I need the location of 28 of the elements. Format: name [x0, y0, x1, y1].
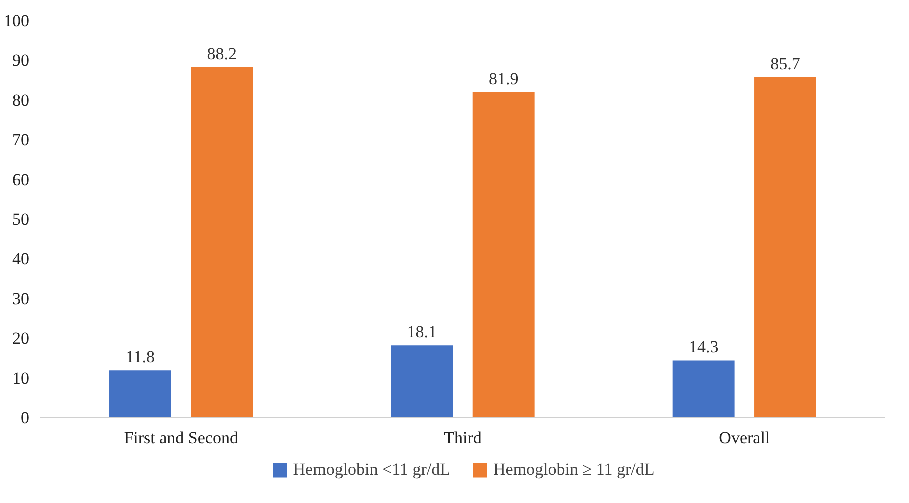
- bar: [754, 77, 816, 418]
- x-tick-label: Third: [444, 428, 482, 448]
- data-label: 11.8: [126, 348, 156, 367]
- data-label: 81.9: [488, 69, 519, 88]
- y-tick-label: 60: [12, 170, 30, 190]
- bar: [110, 370, 172, 418]
- bar: [672, 360, 735, 418]
- data-label: 88.2: [207, 44, 238, 64]
- bar: [191, 67, 254, 418]
- y-tick-label: 10: [12, 368, 30, 388]
- y-tick-label: 80: [12, 90, 30, 110]
- x-tick-label: First and Second: [124, 428, 239, 448]
- y-tick-label: 100: [4, 12, 30, 30]
- legend-label: Hemoglobin ≥ 11 gr/dL: [494, 460, 655, 480]
- data-label: 14.3: [688, 338, 719, 357]
- bar: [472, 92, 535, 418]
- y-tick-label: 40: [12, 250, 30, 269]
- y-tick-label: 90: [12, 51, 30, 70]
- data-label: 18.1: [407, 322, 438, 342]
- y-tick-label: 50: [12, 210, 30, 229]
- y-tick-label: 70: [12, 130, 30, 150]
- bar: [391, 346, 454, 418]
- y-tick-label: 0: [21, 408, 30, 428]
- data-label: 85.7: [770, 54, 801, 74]
- y-tick-label: 30: [12, 289, 30, 308]
- y-tick-label: 20: [12, 329, 30, 348]
- legend-label: Hemoglobin <11 gr/dL: [293, 460, 450, 480]
- x-tick-label: Overall: [719, 428, 770, 448]
